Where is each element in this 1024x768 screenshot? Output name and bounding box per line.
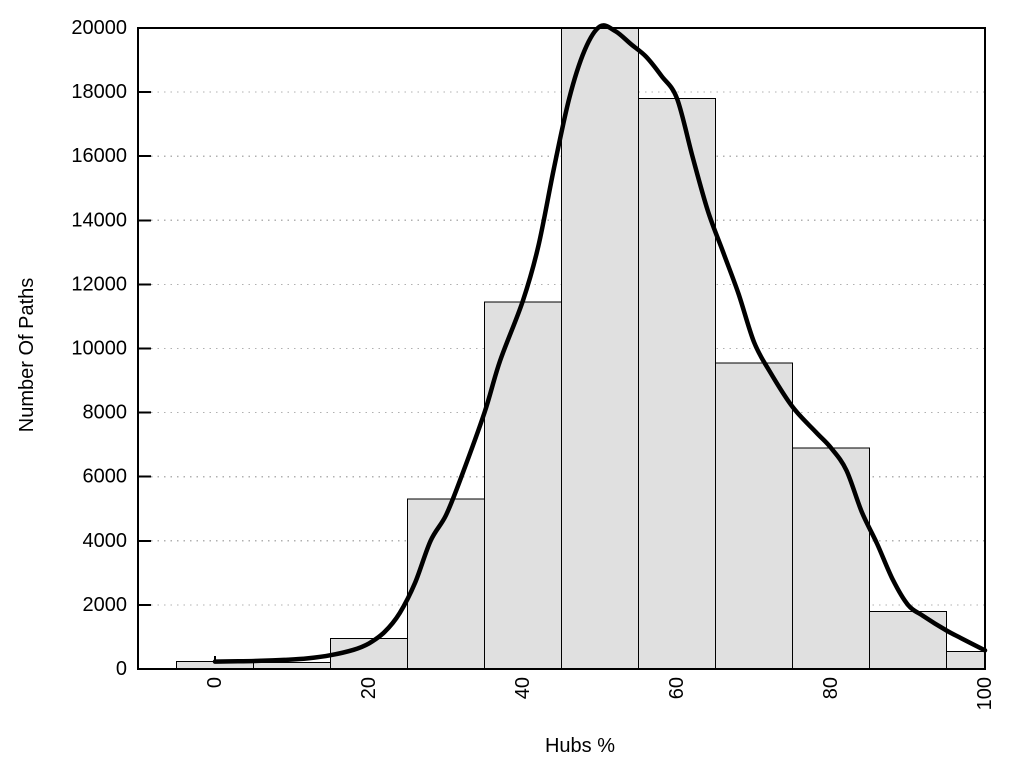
histogram-bar <box>792 447 870 670</box>
y-tick-label: 18000 <box>71 81 127 103</box>
x-tick-label: 80 <box>820 677 842 699</box>
plot-border <box>137 27 986 670</box>
x-tick-label: 0 <box>204 677 226 688</box>
x-tick-label: 20 <box>358 677 380 699</box>
x-tick-label: 100 <box>974 677 996 710</box>
y-tick-label: 2000 <box>83 594 128 616</box>
y-tick-label: 12000 <box>71 273 127 295</box>
histogram-bar <box>561 27 639 670</box>
y-tick-label: 4000 <box>83 530 128 552</box>
histogram-bar <box>484 301 562 670</box>
x-axis-title: Hubs % <box>545 735 615 757</box>
y-tick-label: 6000 <box>83 466 128 488</box>
x-tick-label: 60 <box>666 677 688 699</box>
x-tick-label: 40 <box>512 677 534 699</box>
y-tick-label: 20000 <box>71 17 127 39</box>
y-tick-label: 10000 <box>71 338 127 360</box>
histogram-bar <box>869 610 947 670</box>
y-tick-label: 8000 <box>83 402 128 424</box>
histogram-bar <box>407 498 485 670</box>
density-curve <box>212 23 988 664</box>
y-tick-label: 0 <box>116 658 127 680</box>
histogram-bar <box>715 362 793 670</box>
histogram-bar <box>946 650 986 670</box>
y-tick-label: 16000 <box>71 145 127 167</box>
histogram-bar <box>638 98 716 670</box>
y-tick-label: 14000 <box>71 209 127 231</box>
y-axis-title: Number Of Paths <box>16 278 38 433</box>
